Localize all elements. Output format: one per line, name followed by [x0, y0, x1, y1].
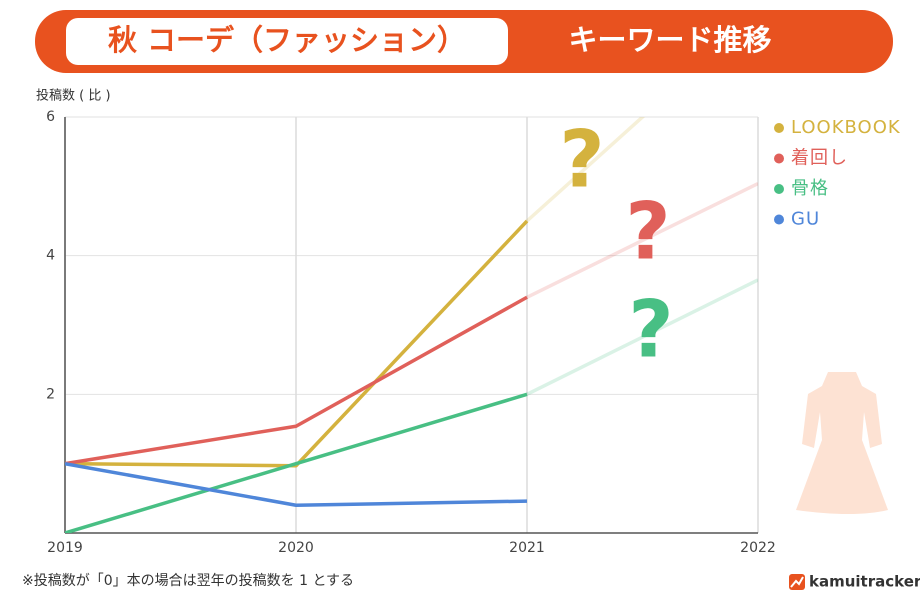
legend-marker — [774, 123, 784, 133]
x-tick-label: 2019 — [47, 540, 83, 556]
lines — [65, 117, 758, 533]
brand-name: kamuitracker — [809, 573, 920, 591]
annotation: ? — [625, 187, 670, 277]
footnote: ※投稿数が「0」本の場合は翌年の投稿数を 1 とする — [22, 573, 354, 589]
chart-title: 秋 コーデ（ファッション） — [108, 23, 466, 57]
legend-label: LOOKBOOK — [791, 117, 901, 138]
dress-shape — [796, 372, 888, 514]
y-tick-label: 6 — [46, 109, 55, 125]
dress-icon — [796, 372, 888, 514]
annotation: ? — [628, 285, 673, 375]
y-axis-label: 投稿数 ( 比 ) — [36, 88, 111, 104]
x-tick-label: 2021 — [509, 540, 545, 556]
y-tick-label: 2 — [46, 386, 55, 402]
series-line — [65, 295, 528, 466]
series-line — [65, 392, 528, 533]
legend-label: GU — [791, 209, 820, 230]
legend-marker — [774, 214, 784, 225]
x-tick-label: 2020 — [278, 540, 314, 556]
brand-logo: kamuitracker — [789, 573, 920, 591]
forecast-line — [525, 117, 646, 223]
legend-label: 着回し — [791, 148, 848, 169]
legend-marker — [774, 153, 784, 164]
legend-marker — [774, 184, 784, 194]
y-tick-label: 4 — [46, 248, 55, 264]
logo-glyph — [790, 576, 804, 588]
title-pill — [66, 18, 508, 65]
series-line — [65, 461, 528, 508]
forecast-line — [526, 278, 758, 396]
chart-subtitle: キーワード推移 — [568, 23, 771, 57]
series-line — [65, 219, 529, 468]
legend-label: 骨格 — [791, 178, 829, 199]
x-tick-label: 2022 — [740, 540, 776, 556]
forecast-line — [526, 181, 758, 299]
annotation: ? — [559, 115, 604, 205]
